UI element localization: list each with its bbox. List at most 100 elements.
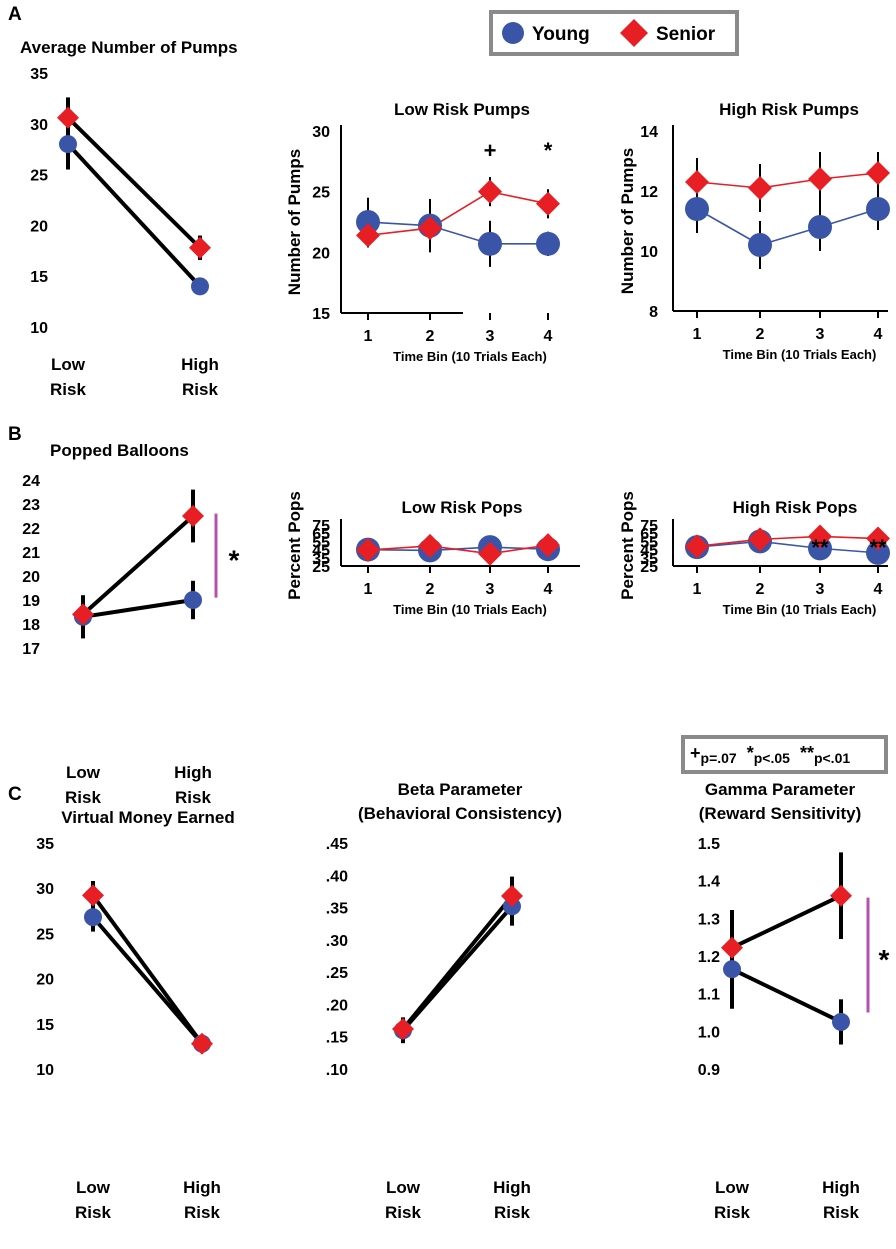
y-tick-label: 20 xyxy=(22,569,40,586)
y-tick-label: 23 xyxy=(22,497,40,514)
point-senior xyxy=(830,884,852,907)
y-tick-label: 24 xyxy=(22,473,40,490)
y-tick-label: 35 xyxy=(312,551,330,568)
significance-annotation: + xyxy=(484,138,497,163)
series-line-senior xyxy=(696,172,879,189)
y-tick-label: 65 xyxy=(640,526,658,543)
series-line-young xyxy=(91,915,204,1045)
svg-text:+p=.07*p<.05**p<.01: +p=.07 *p<.05 **p<.01 xyxy=(690,743,850,766)
significance-annotation: ** xyxy=(811,535,829,560)
point-young xyxy=(808,215,832,239)
y-tick-label: 45 xyxy=(312,543,330,560)
sig-legend-symbol-2: * xyxy=(747,743,754,763)
series-line-young xyxy=(367,546,549,552)
x-tick-label: 4 xyxy=(874,581,883,598)
series-line-young xyxy=(367,221,548,245)
sig-legend-text-1: p=.07 xyxy=(701,750,737,766)
point-senior xyxy=(72,603,94,626)
x-tick-label: 2 xyxy=(756,326,765,343)
x-category-label: High Risk xyxy=(181,355,219,399)
y-tick-label: 14 xyxy=(640,124,658,141)
point-young xyxy=(685,197,709,221)
y-tick-label: 1.2 xyxy=(698,949,720,966)
series-line-senior xyxy=(91,894,204,1045)
y-tick-label: 20 xyxy=(36,972,54,989)
significance-legend: +p=.07 *p<.05 **p<.01 xyxy=(681,735,888,774)
y-axis-label: Percent Pops xyxy=(285,491,304,600)
y-tick-label: 35 xyxy=(30,66,48,83)
legend-young-marker xyxy=(502,22,524,44)
point-young xyxy=(832,1012,850,1031)
significance-star: * xyxy=(229,545,240,576)
y-tick-label: 21 xyxy=(22,545,40,562)
x-axis-label: Time Bin (10 Trials Each) xyxy=(393,602,547,617)
y-tick-label: 10 xyxy=(30,320,48,337)
series-line-young xyxy=(696,208,879,246)
y-tick-label: 75 xyxy=(640,518,658,535)
x-tick-label: 2 xyxy=(756,581,765,598)
legend-senior-marker xyxy=(620,19,648,47)
x-tick-label: 1 xyxy=(693,326,702,343)
point-senior xyxy=(82,884,104,907)
point-senior xyxy=(685,534,709,559)
point-young xyxy=(866,197,890,221)
panel-label-a: A xyxy=(8,4,22,25)
series-line-young xyxy=(696,540,879,554)
point-young xyxy=(356,210,380,234)
y-tick-label: .15 xyxy=(326,1030,348,1047)
point-senior xyxy=(866,161,890,185)
chart-title: Average Number of Pumps xyxy=(20,38,238,57)
y-tick-label: 45 xyxy=(640,543,658,560)
y-tick-label: 20 xyxy=(312,245,330,262)
y-tick-label: .45 xyxy=(326,836,348,853)
point-senior xyxy=(392,1017,414,1040)
chart-9: Gamma Parameter (Reward Sensitivity) 0.9 1.… xyxy=(698,780,890,1222)
chart-8: Beta Parameter (Behavioral Consistency) .1… xyxy=(326,780,562,1222)
y-tick-label: 25 xyxy=(36,926,54,943)
point-young xyxy=(84,908,102,927)
x-category-label: High Risk xyxy=(174,763,212,807)
y-tick-label: 75 xyxy=(312,518,330,535)
sig-legend-text-2: p<.05 xyxy=(754,750,790,766)
x-category-label: Low Risk xyxy=(65,763,101,807)
x-category-label: Low Risk xyxy=(385,1178,421,1222)
x-tick-label: 4 xyxy=(874,326,883,343)
x-category-label: High Risk xyxy=(822,1178,860,1222)
x-tick-label: 2 xyxy=(426,581,435,598)
x-tick-label: 4 xyxy=(544,328,553,345)
x-tick-label: 3 xyxy=(816,326,825,343)
y-tick-label: 25 xyxy=(312,185,330,202)
y-tick-label: 19 xyxy=(22,593,40,610)
x-category-label: Low Risk xyxy=(75,1178,111,1222)
y-tick-label: 25 xyxy=(640,559,658,576)
y-tick-label: 15 xyxy=(30,269,48,286)
legend-young-label: Young xyxy=(532,24,590,45)
point-senior xyxy=(808,167,832,191)
chart-title: High Risk Pumps xyxy=(719,100,859,119)
chart-title: Low Risk Pumps xyxy=(394,100,530,119)
y-tick-label: 1.3 xyxy=(698,911,720,928)
x-tick-label: 3 xyxy=(486,581,495,598)
x-category-label: Low Risk xyxy=(50,355,86,399)
y-tick-label: .30 xyxy=(326,933,348,950)
chart-4: Popped Balloons 17 18 19 20 21 22 23 24 Low Risk Hi… xyxy=(22,441,239,807)
y-tick-label: 30 xyxy=(36,881,54,898)
series-line-senior xyxy=(401,894,514,1031)
x-category-label: High Risk xyxy=(493,1178,531,1222)
y-tick-label: 1.1 xyxy=(698,987,720,1004)
chart-2: Low Risk Pumps 15 20 25 30 Number of Pumps 1 2 3… xyxy=(285,100,560,364)
series-line-young xyxy=(66,142,202,288)
chart-title: Gamma Parameter xyxy=(705,780,856,799)
point-senior xyxy=(356,223,380,248)
point-senior xyxy=(478,541,502,566)
y-tick-label: 35 xyxy=(640,551,658,568)
y-tick-label: 17 xyxy=(22,641,40,658)
y-tick-label: 10 xyxy=(36,1062,54,1079)
sig-legend-text-3: p<.01 xyxy=(814,750,850,766)
point-senior xyxy=(501,884,523,907)
series-line-senior xyxy=(81,514,195,616)
chart-title: Virtual Money Earned xyxy=(61,808,235,827)
point-senior xyxy=(182,505,204,527)
